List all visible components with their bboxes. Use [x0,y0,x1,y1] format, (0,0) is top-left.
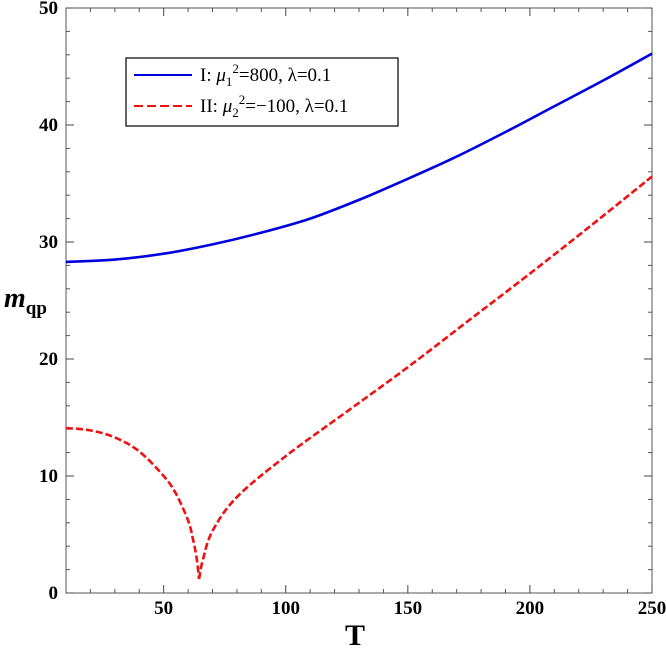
x-axis-title: T [345,619,365,650]
series-line-2 [65,426,201,580]
series-layer [65,52,653,580]
y-tick-label: 10 [39,466,58,487]
x-tick-labels: 50 100 150 200 250 [154,598,666,619]
y-tick-labels: 0 10 20 30 40 50 [39,0,58,604]
x-tick-label: 100 [272,598,301,619]
y-tick-label: 0 [49,583,59,604]
y-axis-title-sub: qp [26,298,47,319]
legend-label-series-2: II: μ22=−100, λ=0.1 [200,92,348,120]
y-axis-title: mqp [4,283,47,319]
x-tick-label: 250 [638,598,666,619]
legend-box [125,57,399,127]
x-tick-label: 50 [154,598,173,619]
legend: I: μ12=800, λ=0.1 II: μ22=−100, λ=0.1 [125,57,399,127]
series-line-1 [65,52,653,264]
y-tick-label: 20 [39,349,58,370]
legend-label-series-1: I: μ12=800, λ=0.1 [200,61,331,89]
y-tick-label: 40 [39,115,58,136]
x-tick-label: 150 [394,598,423,619]
y-axis-title-main: m [4,283,26,314]
minor-ticks [65,8,652,593]
series-line-2 [197,175,653,580]
major-ticks [66,7,653,594]
x-tick-label: 200 [516,598,545,619]
y-tick-label: 50 [39,0,58,19]
y-tick-label: 30 [39,232,58,253]
